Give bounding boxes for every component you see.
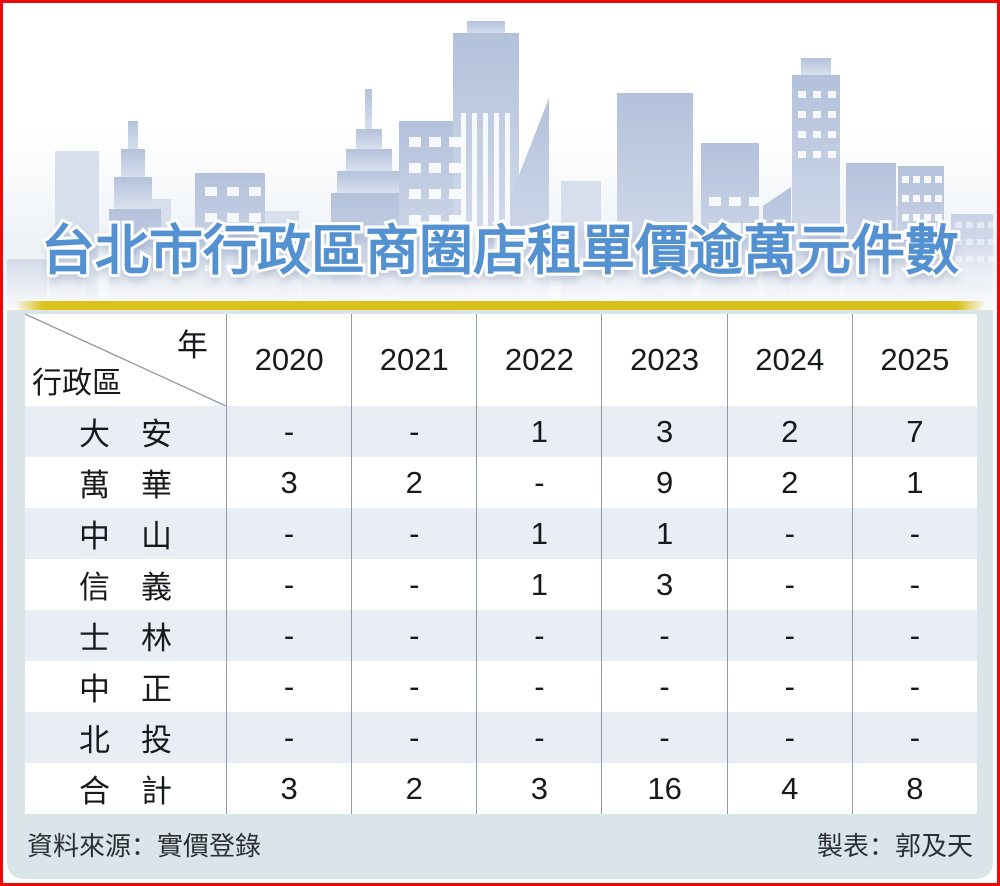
table-cell: - [226, 712, 352, 763]
accent-bar [14, 301, 986, 310]
table-cell: 2 [351, 763, 477, 814]
district-name: 士 林 [25, 610, 226, 661]
source-note: 資料來源：實價登錄 [27, 830, 262, 861]
table-cell: 4 [726, 763, 852, 814]
table-cell: - [851, 610, 977, 661]
table-cell: - [726, 508, 852, 559]
page-title: 台北市行政區商圈店租單價逾萬元件數 [38, 218, 962, 284]
table-cell: - [476, 712, 602, 763]
table-cell: - [726, 610, 852, 661]
table-cell: 8 [851, 763, 977, 814]
table-cell: - [226, 406, 352, 457]
table-cell: - [226, 661, 352, 712]
table-cell: - [351, 610, 477, 661]
table-cell: 1 [851, 457, 977, 508]
district-name: 大 安 [25, 406, 226, 457]
table-cell: 16 [601, 763, 727, 814]
table-cell: 1 [476, 406, 602, 457]
table-cell: 3 [476, 763, 602, 814]
table-cell: - [601, 610, 727, 661]
district-name: 萬 華 [25, 457, 226, 508]
table-cell: - [851, 661, 977, 712]
table-cell: 1 [601, 508, 727, 559]
table-cell: 2 [726, 457, 852, 508]
data-table: 年 行政區 2020 2021 2022 2023 2024 2025 大 安 … [25, 314, 977, 814]
table-cell: - [726, 712, 852, 763]
district-name: 中 山 [25, 508, 226, 559]
table-cell: 1 [476, 508, 602, 559]
table-cell: - [351, 661, 477, 712]
table-cell: - [351, 712, 477, 763]
skyline-illustration [3, 21, 997, 308]
table-cell: - [601, 661, 727, 712]
haze-overlay [3, 241, 997, 308]
table-cell: - [726, 559, 852, 610]
year-header-2024: 2024 [726, 314, 852, 406]
corner-district-label: 行政區 [32, 367, 122, 400]
table-cell: 2 [726, 406, 852, 457]
diagonal-divider [25, 314, 226, 406]
district-name: 合 計 [25, 763, 226, 814]
year-header-2023: 2023 [601, 314, 727, 406]
table-cell: 3 [226, 457, 352, 508]
year-header-2020: 2020 [226, 314, 352, 406]
table-cell: - [226, 559, 352, 610]
table-cell: - [851, 712, 977, 763]
table-cell: 7 [851, 406, 977, 457]
table-cell: - [226, 508, 352, 559]
table-cell: - [726, 661, 852, 712]
skyline-header: 台北市行政區商圈店租單價逾萬元件數 [3, 3, 997, 308]
table-cell: 2 [351, 457, 477, 508]
year-header-2021: 2021 [351, 314, 477, 406]
table-cell: 3 [226, 763, 352, 814]
table-cell: - [476, 457, 602, 508]
table-cell: - [851, 559, 977, 610]
table-cell: - [601, 712, 727, 763]
table-cell: 9 [601, 457, 727, 508]
district-name: 北 投 [25, 712, 226, 763]
credit-note: 製表：郭及天 [816, 830, 973, 861]
table-cell: 3 [601, 559, 727, 610]
corner-year-label: 年 [177, 328, 208, 363]
table-cell: - [476, 610, 602, 661]
table-cell: 3 [601, 406, 727, 457]
year-header-2022: 2022 [476, 314, 602, 406]
district-name: 中 正 [25, 661, 226, 712]
year-header-2025: 2025 [851, 314, 977, 406]
corner-cell: 年 行政區 [25, 314, 226, 406]
table-cell: - [851, 508, 977, 559]
table-cell: - [351, 559, 477, 610]
district-name: 信 義 [25, 559, 226, 610]
table-cell: - [476, 661, 602, 712]
table-cell: - [351, 406, 477, 457]
table-cell: - [226, 610, 352, 661]
table-cell: - [351, 508, 477, 559]
footer: 資料來源：實價登錄 製表：郭及天 [27, 823, 973, 865]
table-cell: 1 [476, 559, 602, 610]
